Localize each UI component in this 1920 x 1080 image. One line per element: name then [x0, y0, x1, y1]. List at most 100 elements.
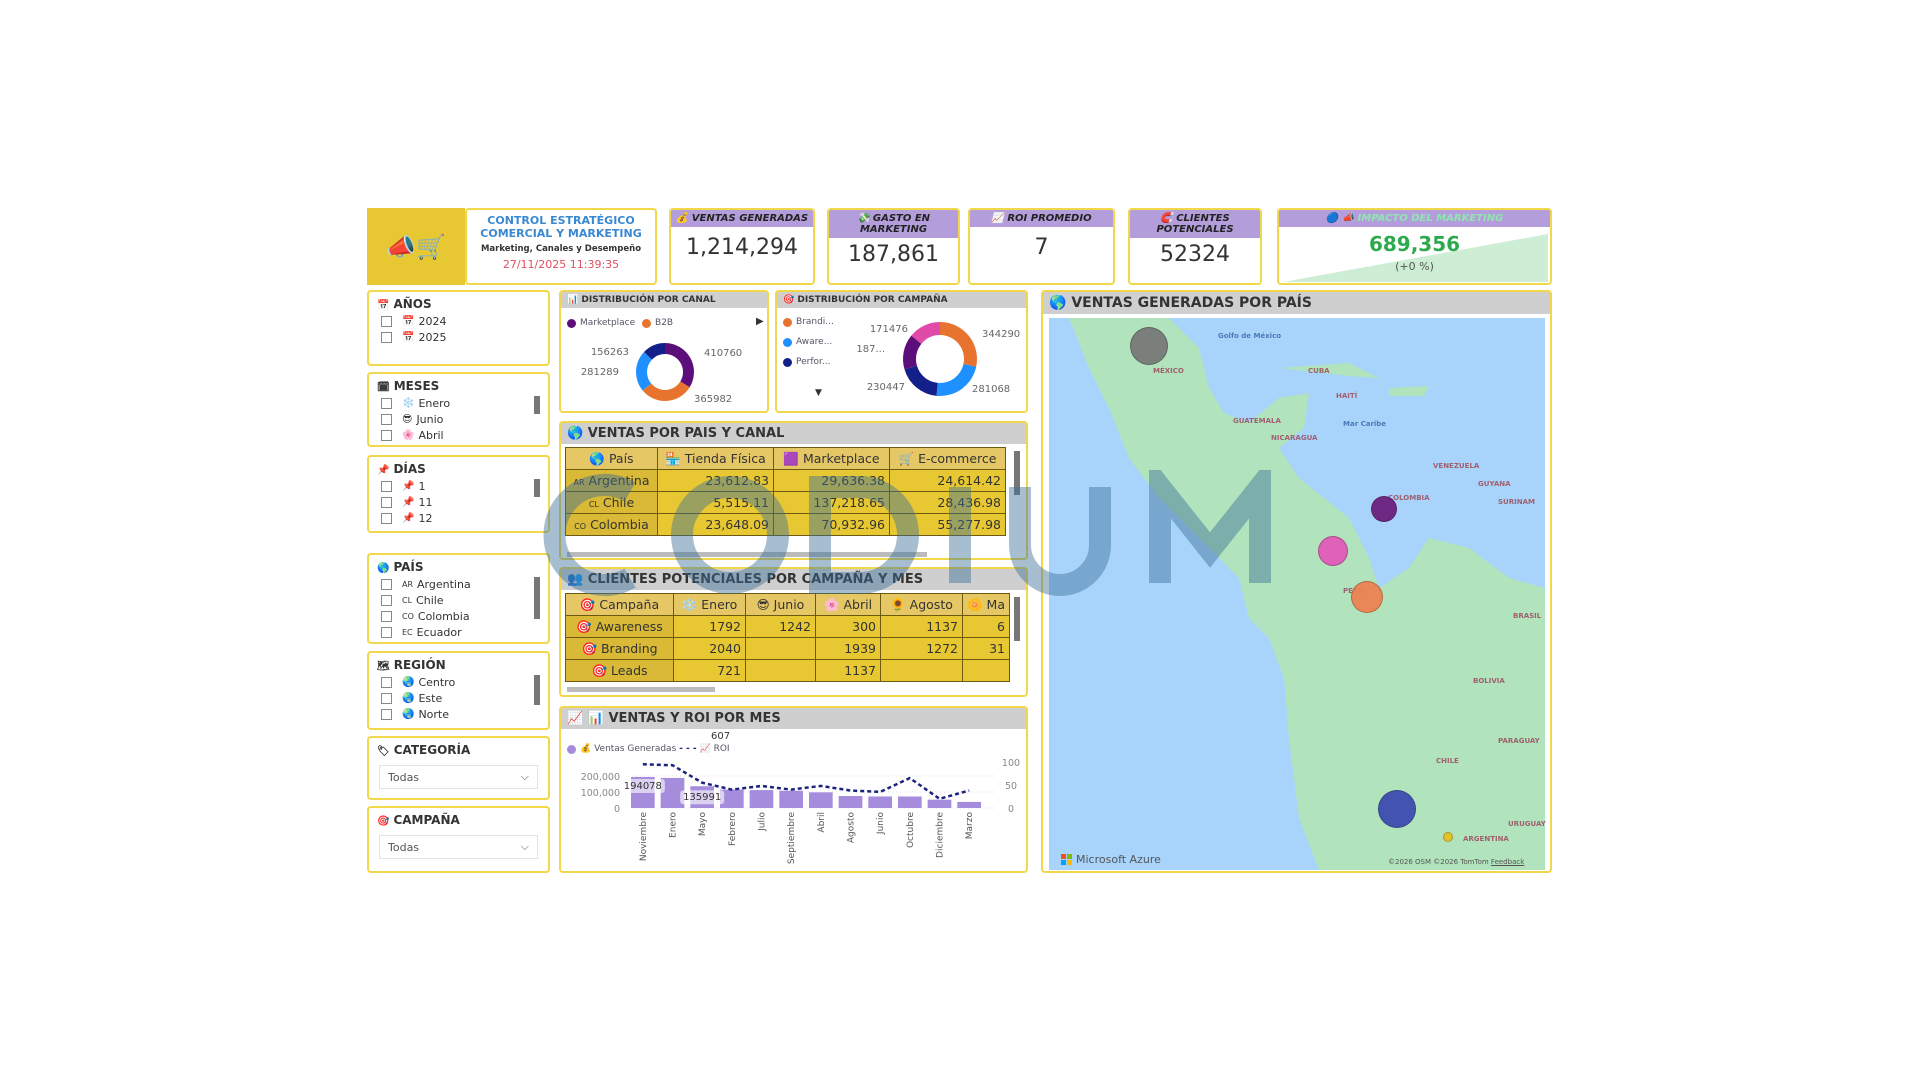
bar[interactable]: [720, 789, 744, 808]
scrollbar[interactable]: [534, 675, 540, 705]
slicer-option[interactable]: 📅 2024: [369, 313, 548, 329]
donut-slice[interactable]: [911, 322, 940, 344]
checkbox[interactable]: [381, 676, 392, 688]
donut-slice[interactable]: [936, 364, 977, 396]
checkbox[interactable]: [381, 496, 392, 508]
campaign-cell: 🎯 Leads: [565, 659, 674, 682]
legend-item[interactable]: B2B: [655, 318, 674, 328]
donut-slice[interactable]: [642, 381, 690, 401]
table-row[interactable]: 🎯 Branding 2040 1939 1272 31: [565, 637, 1010, 660]
slicer-option[interactable]: CO Colombia: [369, 608, 548, 624]
column-header[interactable]: 🌎 País: [565, 447, 658, 470]
slicer-option[interactable]: CL Chile: [369, 592, 548, 608]
map-bubble[interactable]: [1371, 496, 1397, 522]
feedback-link[interactable]: Feedback: [1490, 858, 1525, 866]
slicer-option[interactable]: 🌸 Abril: [369, 427, 548, 443]
categoria-dropdown[interactable]: Todas ⌵: [379, 765, 538, 789]
scrollbar[interactable]: [534, 479, 540, 497]
bar[interactable]: [868, 796, 892, 808]
vertical-scrollbar[interactable]: [1014, 597, 1020, 641]
table-row[interactable]: 🎯 Awareness 1792 1242 300 1137 6: [565, 615, 1010, 638]
checkbox[interactable]: [381, 708, 392, 720]
donut-slice[interactable]: [904, 365, 938, 396]
column-header[interactable]: 🎯 Campaña: [565, 593, 674, 616]
slice-label: 230447: [867, 382, 905, 393]
kpi-gasto: 💸 GASTO EN MARKETING 187,861: [827, 208, 960, 285]
slicer-option[interactable]: AR Argentina: [369, 576, 548, 592]
checkbox[interactable]: [381, 610, 392, 622]
column-header[interactable]: 🏪 Tienda Física: [657, 447, 774, 470]
map-bubble[interactable]: [1443, 832, 1453, 842]
bar[interactable]: [779, 790, 803, 808]
scrollbar[interactable]: [534, 577, 540, 619]
legend-item[interactable]: Aware...: [783, 337, 832, 347]
checkbox[interactable]: [381, 429, 392, 441]
donut-slice[interactable]: [636, 351, 652, 391]
legend-item[interactable]: Perfor...: [783, 357, 830, 367]
slicer-option[interactable]: 🌏 Norte: [369, 706, 548, 722]
checkbox[interactable]: [381, 512, 392, 524]
bar[interactable]: [660, 777, 685, 808]
column-header[interactable]: 🌻 Agosto: [880, 593, 963, 616]
table-row[interactable]: 🎯 Leads 721 1137: [565, 659, 1010, 682]
map-bubble[interactable]: [1378, 790, 1416, 828]
slicer-option[interactable]: 📅 2025: [369, 329, 548, 345]
donut-slice[interactable]: [665, 343, 694, 388]
legend-item[interactable]: Marketplace: [580, 318, 636, 328]
checkbox[interactable]: [381, 594, 392, 606]
slicer-anios: 📅 AÑOS 📅 2024 📅 2025: [367, 290, 550, 366]
bar[interactable]: [898, 796, 922, 808]
slicer-option[interactable]: 🌏 Centro: [369, 674, 548, 690]
slicer-option[interactable]: 📌 12: [369, 510, 548, 526]
checkbox[interactable]: [381, 315, 392, 327]
slicer-option[interactable]: 🌏 Este: [369, 690, 548, 706]
globe-icon: 🌏: [402, 676, 415, 688]
column-header[interactable]: ❄️ Enero: [673, 593, 746, 616]
checkbox[interactable]: [381, 331, 392, 343]
vertical-scrollbar[interactable]: [1014, 451, 1020, 495]
map-bubble[interactable]: [1318, 536, 1348, 566]
bar[interactable]: [838, 796, 863, 808]
legend-item[interactable]: Brandi...: [783, 317, 834, 327]
horizontal-scrollbar[interactable]: [567, 687, 715, 692]
campana-dropdown[interactable]: Todas ⌵: [379, 835, 538, 859]
column-header[interactable]: 🟪 Marketplace: [773, 447, 890, 470]
slicer-option[interactable]: 📌 1: [369, 478, 548, 494]
bar[interactable]: [749, 790, 774, 808]
donut-slice[interactable]: [940, 322, 977, 367]
donut-slice[interactable]: [903, 335, 922, 370]
column-header[interactable]: 🌸 Abril: [815, 593, 881, 616]
map-bubble[interactable]: [1351, 581, 1383, 613]
map-bubble[interactable]: [1130, 327, 1168, 365]
column-header[interactable]: 😎 Junio: [745, 593, 816, 616]
legend-next-arrow-icon[interactable]: ▶: [756, 316, 764, 327]
map-label: GUYANA: [1478, 480, 1511, 488]
checkbox[interactable]: [381, 480, 392, 492]
legend-down-arrow-icon[interactable]: ▼: [815, 388, 822, 398]
checkbox[interactable]: [381, 692, 392, 704]
table-row[interactable]: AR Argentina 23,612.83 29,636.38 24,614.42: [565, 469, 1006, 492]
slicer-option[interactable]: 📌 11: [369, 494, 548, 510]
scrollbar[interactable]: [534, 396, 540, 414]
bar[interactable]: [927, 799, 952, 808]
column-header[interactable]: 🛒 E-commerce: [889, 447, 1006, 470]
bar[interactable]: [957, 801, 981, 808]
legend-item[interactable]: ROI: [713, 744, 730, 754]
slicer-option[interactable]: EC Ecuador: [369, 624, 548, 640]
bubble-map[interactable]: [1049, 318, 1545, 870]
checkbox[interactable]: [381, 413, 392, 425]
map-label: MÉXICO: [1153, 367, 1184, 375]
slicer-option[interactable]: ❄️ Enero: [369, 395, 548, 411]
roi-line[interactable]: [642, 763, 970, 801]
slicer-option[interactable]: 😎 Junio: [369, 411, 548, 427]
bar[interactable]: [809, 792, 833, 808]
legend-item[interactable]: Ventas Generadas: [594, 744, 677, 754]
checkbox[interactable]: [381, 397, 392, 409]
checkbox[interactable]: [381, 578, 392, 590]
horizontal-scrollbar[interactable]: [567, 552, 927, 557]
table-row[interactable]: CO Colombia 23,648.09 70,932.96 55,277.98: [565, 513, 1006, 536]
table-row[interactable]: CL Chile 5,515.11 137,218.65 28,436.98: [565, 491, 1006, 514]
column-header[interactable]: 🌼 Ma: [962, 593, 1010, 616]
donut-slice[interactable]: [644, 343, 665, 360]
checkbox[interactable]: [381, 626, 392, 638]
